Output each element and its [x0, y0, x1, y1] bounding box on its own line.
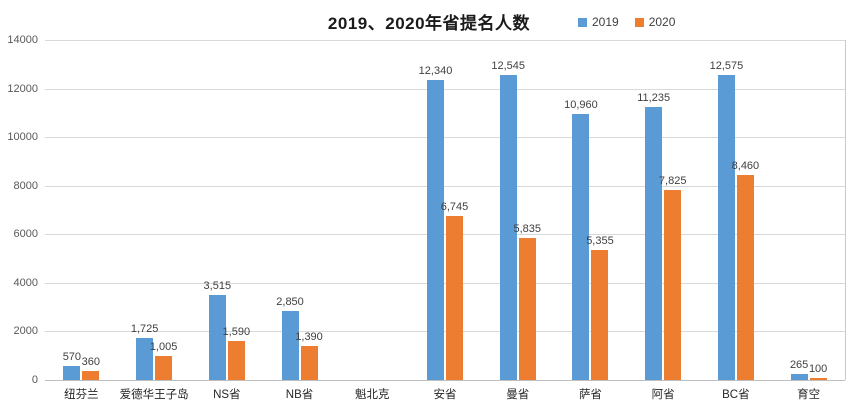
- bar-2020-NS省: [227, 341, 245, 380]
- legend-item-2019: 2019: [578, 15, 619, 29]
- chart-title: 2019、2020年省提名人数: [327, 14, 531, 33]
- gridline: [45, 234, 845, 236]
- bar-value-label: 5,835: [513, 223, 541, 235]
- y-axis-tick-label: 10000: [7, 131, 38, 144]
- bar-2019-阿省: [645, 107, 663, 380]
- bar-value-label: 12,575: [709, 60, 744, 72]
- legend-label-2019: 2019: [592, 15, 619, 29]
- y-axis-tick-label: 8000: [13, 179, 38, 192]
- legend-label-2020: 2020: [648, 15, 676, 29]
- bar-value-label: 2,850: [276, 296, 304, 308]
- gridline: [45, 185, 845, 187]
- bar-2019-纽芬兰: [63, 366, 81, 380]
- x-axis-category-label: NB省: [285, 389, 314, 401]
- gridline: [45, 137, 845, 139]
- bar-2020-NB省: [300, 346, 318, 380]
- x-axis-category-label: 爱德华王子岛: [119, 389, 189, 401]
- bar-2020-BC省: [736, 175, 754, 380]
- bar-2019-萨省: [572, 114, 590, 380]
- bar-value-label: 11,235: [637, 92, 671, 104]
- bar-value-label: 265: [789, 359, 809, 371]
- bar-2019-育空: [790, 374, 808, 380]
- bar-2020-育空: [809, 378, 827, 380]
- x-axis-category-label: NS省: [213, 389, 241, 401]
- x-axis-category-label: 安省: [433, 389, 457, 401]
- x-axis-category-label: 曼省: [506, 389, 530, 401]
- bar-2020-纽芬兰: [82, 371, 100, 380]
- legend: 2019 2020: [578, 15, 675, 29]
- x-axis-category-label: 魁北克: [355, 389, 390, 401]
- bar-value-label: 6,745: [440, 201, 469, 213]
- gridline: [45, 380, 845, 381]
- bar-value-label: 1,390: [295, 331, 323, 343]
- legend-swatch-2019-icon: [578, 17, 587, 27]
- x-axis-category-label: 纽芬兰: [64, 389, 99, 401]
- gridline: [45, 88, 845, 90]
- bar-2019-安省: [427, 80, 444, 380]
- bar-value-label: 7,825: [658, 175, 687, 187]
- x-axis-category-label: 萨省: [578, 389, 602, 401]
- bar-value-label: 3,515: [203, 280, 232, 292]
- bar-2020-爱德华王子岛: [155, 356, 173, 380]
- x-axis-category-label: 阿省: [651, 389, 675, 401]
- y-axis-tick-label: 2000: [13, 325, 38, 338]
- bar-2019-NB省: [281, 311, 299, 380]
- bar-2020-曼省: [518, 238, 536, 380]
- bar-value-label: 1,590: [222, 326, 251, 338]
- bar-value-label: 8,460: [731, 160, 760, 172]
- bar-2019-爱德华王子岛: [136, 338, 154, 380]
- plot-area: 570 360 1,725 1,005 3,515 1,590 2,850 1,390 12,3…: [45, 40, 846, 381]
- gridline: [45, 40, 845, 41]
- bar-2020-阿省: [664, 190, 682, 380]
- y-axis-tick-label: 0: [31, 374, 38, 386]
- bar-value-label: 570: [62, 351, 82, 363]
- bar-value-label: 1,005: [149, 341, 178, 353]
- bar-2019-BC省: [717, 75, 735, 380]
- bar-value-label: 12,545: [491, 60, 526, 72]
- bar-value-label: 5,355: [586, 235, 614, 247]
- bar-value-label: 1,725: [130, 323, 159, 335]
- y-axis-tick-label: 6000: [13, 228, 38, 241]
- gridline: [45, 282, 845, 284]
- bar-value-label: 12,340: [418, 65, 453, 77]
- bar-value-label: 360: [81, 356, 101, 368]
- bar-2020-安省: [446, 216, 463, 380]
- y-axis-tick-label: 14000: [7, 34, 38, 46]
- x-axis-category-label: 育空: [797, 389, 821, 401]
- bar-2020-萨省: [591, 250, 609, 380]
- y-axis-tick-label: 4000: [13, 276, 38, 289]
- bar-2019-NS省: [208, 295, 226, 380]
- y-axis-tick-label: 12000: [7, 82, 38, 95]
- legend-swatch-2020-icon: [634, 17, 644, 27]
- bar-value-label: 10,960: [564, 99, 598, 111]
- bar-2019-曼省: [499, 75, 517, 380]
- legend-item-2020: 2020: [634, 15, 676, 29]
- x-axis-category-label: BC省: [722, 389, 750, 401]
- gridline: [45, 331, 845, 333]
- bar-value-label: 100: [808, 363, 828, 375]
